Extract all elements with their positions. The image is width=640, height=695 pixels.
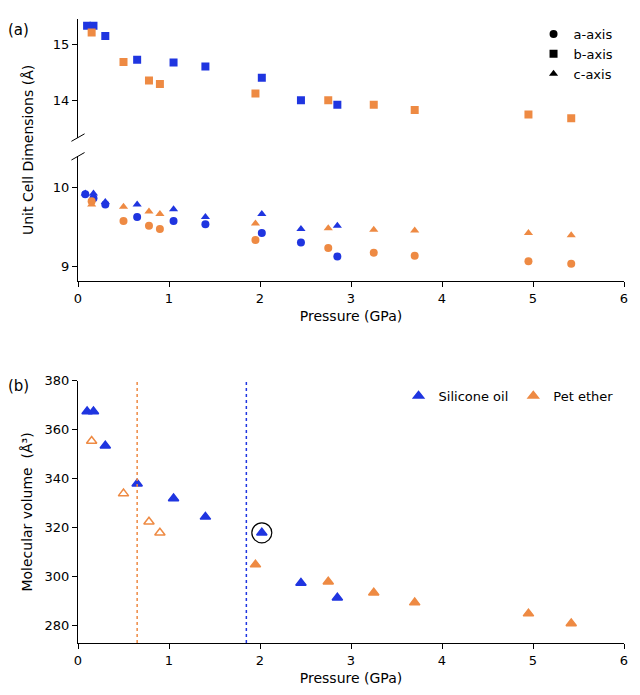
svg-text:2: 2	[256, 291, 264, 306]
svg-text:5: 5	[529, 653, 537, 668]
svg-text:10: 10	[53, 180, 70, 195]
svg-text:Pressure (GPa): Pressure (GPa)	[300, 308, 402, 324]
svg-text:4: 4	[438, 653, 446, 668]
svg-text:320: 320	[45, 520, 70, 535]
svg-text:c-axis: c-axis	[574, 67, 612, 82]
svg-text:380: 380	[45, 373, 70, 388]
svg-text:a-axis: a-axis	[574, 27, 613, 42]
svg-text:3: 3	[347, 291, 355, 306]
svg-text:6: 6	[620, 653, 628, 668]
svg-text:5: 5	[529, 291, 537, 306]
svg-text:Pet ether: Pet ether	[553, 389, 613, 404]
svg-text:Molecular volume (Å³): Molecular volume (Å³)	[19, 432, 35, 591]
svg-text:(b): (b)	[8, 377, 29, 395]
svg-text:14: 14	[53, 93, 70, 108]
svg-text:Silicone oil: Silicone oil	[439, 389, 509, 404]
svg-text:360: 360	[45, 422, 70, 437]
svg-text:4: 4	[438, 291, 446, 306]
svg-text:Unit Cell Dimensions (Å): Unit Cell Dimensions (Å)	[20, 65, 36, 235]
svg-text:15: 15	[53, 37, 70, 52]
svg-text:0: 0	[74, 291, 82, 306]
svg-text:280: 280	[45, 618, 70, 633]
svg-text:9: 9	[61, 259, 69, 274]
svg-text:b-axis: b-axis	[574, 47, 613, 62]
svg-text:1: 1	[165, 291, 173, 306]
svg-text:340: 340	[45, 471, 70, 486]
svg-text:6: 6	[620, 291, 628, 306]
svg-text:2: 2	[256, 653, 264, 668]
svg-text:300: 300	[45, 569, 70, 584]
svg-text:Pressure (GPa): Pressure (GPa)	[300, 670, 402, 686]
svg-text:1: 1	[165, 653, 173, 668]
svg-text:(a): (a)	[8, 21, 29, 39]
svg-text:0: 0	[74, 653, 82, 668]
svg-text:3: 3	[347, 653, 355, 668]
